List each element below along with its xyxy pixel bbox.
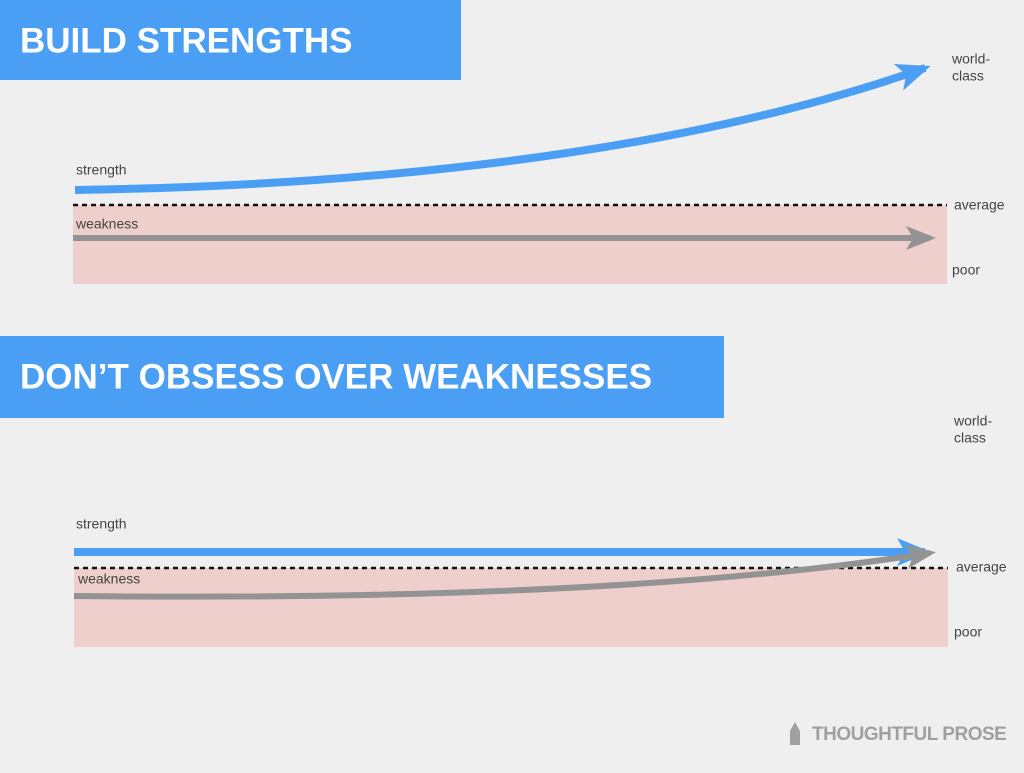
pen-icon <box>790 722 800 745</box>
level-bottom: poor <box>952 262 980 278</box>
level-bottom: poor <box>954 624 982 640</box>
below-average-zone <box>73 205 947 284</box>
title-banner <box>0 0 461 80</box>
level-middle: average <box>954 197 1005 213</box>
title-banner <box>0 336 724 418</box>
below-average-zone <box>74 568 948 647</box>
level-top: world- <box>951 51 990 67</box>
level-top: class <box>954 430 986 446</box>
weakness-label: weakness <box>75 216 138 232</box>
level-top: class <box>952 68 984 84</box>
strength-label: strength <box>76 516 127 532</box>
brand: THOUGHTFUL PROSE <box>812 724 1006 745</box>
weakness-arrow <box>73 544 936 600</box>
panel-title: DON’T OBSESS OVER WEAKNESSES <box>20 357 652 396</box>
strength-label: strength <box>76 162 127 178</box>
level-middle: average <box>956 559 1007 575</box>
weakness-label: weakness <box>77 571 140 587</box>
panel-title: BUILD STRENGTHS <box>20 21 353 60</box>
level-top: world- <box>953 413 992 429</box>
strength-arrow <box>74 64 931 194</box>
